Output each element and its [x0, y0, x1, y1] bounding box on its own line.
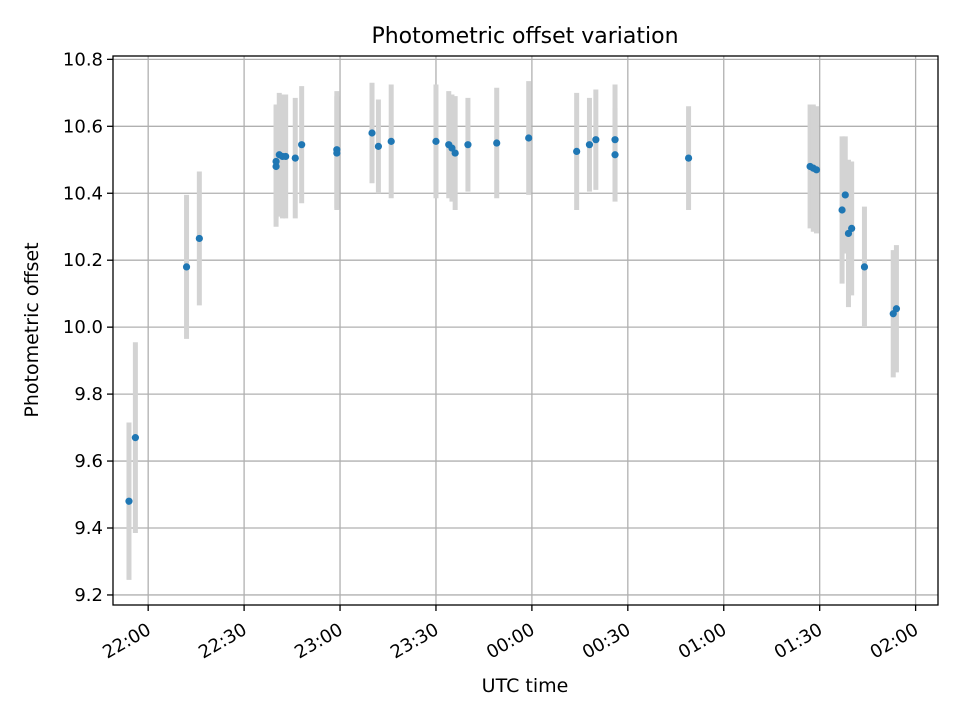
data-point [611, 151, 619, 159]
data-point [387, 137, 395, 145]
y-tick-label: 10.4 [63, 183, 103, 204]
data-point [812, 166, 821, 174]
data-point [368, 129, 376, 137]
x-axis-label: UTC time [482, 675, 569, 697]
data-point [585, 141, 594, 149]
y-tick-label: 9.2 [74, 585, 103, 606]
grid-lines [113, 56, 938, 605]
y-tick-label: 10.0 [63, 317, 103, 338]
data-point [525, 134, 533, 142]
plot-frame [112, 55, 939, 606]
data-point [195, 234, 203, 243]
data-points [125, 129, 901, 505]
data-point [848, 224, 856, 232]
data-point [464, 141, 472, 149]
y-axis-label: Photometric offset [21, 242, 43, 417]
y-tick-label: 9.6 [74, 451, 103, 472]
y-tick-label: 9.4 [74, 518, 103, 539]
y-tick-label: 10.6 [63, 116, 103, 137]
data-point [841, 191, 849, 199]
data-point [125, 497, 133, 505]
data-point [592, 136, 600, 144]
y-tick-label: 10.2 [63, 250, 103, 271]
data-point [333, 149, 341, 157]
data-point [298, 141, 306, 149]
chart-title: Photometric offset variation [371, 24, 678, 49]
data-point [838, 206, 846, 214]
data-point [892, 305, 901, 313]
data-point [272, 157, 280, 166]
data-point [860, 263, 869, 271]
data-point [291, 154, 299, 162]
data-point [374, 142, 383, 150]
data-point [451, 149, 459, 157]
data-point [272, 162, 280, 171]
data-point [432, 137, 440, 145]
data-point [684, 154, 693, 162]
data-point [282, 152, 290, 161]
data-point [611, 136, 619, 144]
data-point [573, 147, 581, 156]
data-point [182, 263, 191, 271]
y-tick-label: 9.8 [74, 384, 103, 405]
y-axis-ticks: 9.2 9.4 9.6 9.8 10.0 10.2 10.4 10.6 10.8 [63, 49, 113, 606]
y-tick-label: 10.8 [63, 49, 103, 70]
data-point [131, 434, 139, 442]
data-point [493, 139, 501, 147]
